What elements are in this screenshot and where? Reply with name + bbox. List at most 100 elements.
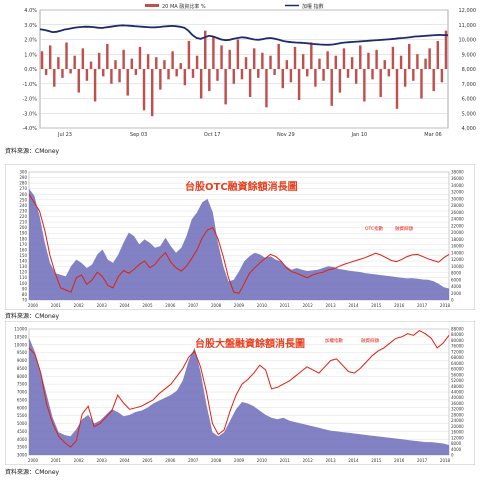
- c2-x-tick: 2012: [303, 303, 314, 308]
- chart1-bar: [436, 40, 440, 69]
- c2-x-tick: 2016: [394, 303, 405, 308]
- chart1-y-right-tick: 7,000: [462, 82, 476, 88]
- c3-y-left-tick: 8500: [17, 366, 28, 371]
- c3-x-tick: 2003: [97, 458, 108, 463]
- chart1-bar: [150, 69, 154, 117]
- c2-y-right-tick: 12000: [451, 257, 464, 262]
- chart1-y-right-tick: 9,000: [462, 52, 476, 58]
- chart1-y-right-tick: 8,000: [462, 67, 476, 73]
- c3-y-right-tick: 76000: [451, 344, 464, 349]
- chart2-legend-a: OTC指數: [365, 225, 384, 232]
- chart3-index-line: [28, 330, 450, 448]
- c2-y-left-tick: 170: [19, 242, 27, 247]
- chart1-bar: [224, 69, 227, 105]
- c3-y-right-tick: 68000: [451, 355, 464, 360]
- chart1-x-tick: Nov 29: [277, 132, 295, 138]
- chart1-bar: [89, 61, 93, 69]
- c2-y-right-tick: 0: [451, 298, 454, 303]
- chart1-y-left-tick: 4.0%: [24, 8, 37, 14]
- c3-y-right-tick: 48000: [451, 384, 464, 389]
- chart1-bar: [40, 51, 44, 69]
- c2-y-left-tick: 220: [19, 214, 27, 219]
- chart1-bar: [199, 69, 203, 99]
- c2-y-right-tick: 36000: [451, 176, 464, 181]
- c3-x-tick: 2015: [371, 458, 382, 463]
- c2-y-left-tick: 130: [19, 264, 27, 269]
- chart1-bar: [322, 69, 325, 81]
- chart1-y-left-tick: 1.0%: [24, 52, 37, 58]
- chart1-bar: [155, 57, 158, 69]
- chart1-x-tick: Sep 03: [130, 132, 147, 138]
- c2-x-tick: 2011: [280, 303, 291, 308]
- c3-y-left-tick: 10000: [14, 342, 27, 347]
- chart2-legend: OTC指數 融資餘額: [365, 225, 413, 232]
- c3-y-left-tick: 4500: [17, 429, 28, 434]
- c2-y-left-tick: 80: [22, 292, 28, 297]
- chart1-bar: [350, 57, 354, 69]
- c3-y-right-tick: 0: [451, 453, 454, 458]
- chart1-bar: [248, 69, 252, 98]
- chart1-bar: [81, 48, 85, 69]
- c3-y-left-tick: 5000: [17, 421, 28, 426]
- c3-x-tick: 2002: [74, 458, 85, 463]
- c2-y-right-tick: 26000: [451, 210, 464, 215]
- chart1-bar: [77, 69, 80, 93]
- chart2-legend-b: 融資餘額: [395, 225, 413, 232]
- c3-y-left-tick: 7000: [17, 390, 28, 395]
- chart3-legend-b: 融資餘額: [361, 337, 379, 344]
- chart1-bar: [244, 57, 248, 69]
- c2-x-tick: 2003: [97, 303, 108, 308]
- chart1-bar: [97, 52, 101, 69]
- chart1-bar: [208, 69, 211, 92]
- chart1-bar: [261, 52, 264, 69]
- chart1-bar: [395, 69, 399, 109]
- chart1-bar: [297, 69, 301, 100]
- c3-y-right-tick: 88000: [451, 327, 464, 332]
- chart1-bar: [289, 69, 293, 83]
- chart1-bar: [252, 48, 256, 69]
- chart1-bar: [232, 69, 236, 84]
- chart1-bar: [183, 69, 187, 86]
- chart1-bar: [444, 30, 448, 69]
- chart1-bar: [342, 48, 346, 69]
- chart1-bar: [195, 55, 199, 69]
- c2-y-left-tick: 90: [22, 286, 28, 291]
- chart-taiex-margin: 台股大盤融資餘額消長圖 加權指數 融資餘額 11000 10500 10000 950…: [5, 321, 475, 465]
- c2-y-right-tick: 20000: [451, 230, 464, 235]
- chart1-bar: [277, 43, 280, 69]
- c2-x-tick: 2014: [348, 303, 359, 308]
- chart1-bar: [257, 69, 260, 78]
- chart1-bar: [387, 69, 391, 77]
- chart3-legend-a: 加權指數: [325, 337, 343, 344]
- c2-y-right-tick: 24000: [451, 217, 464, 222]
- chart1-bar: [216, 69, 219, 81]
- chart1-y-left-tick: -3.0%: [22, 111, 37, 117]
- c3-y-left-tick: 9500: [17, 350, 28, 355]
- chart1-bar: [114, 60, 117, 69]
- chart1-bar: [171, 51, 174, 69]
- c2-y-left-tick: 140: [19, 259, 27, 264]
- chart1-bar: [318, 58, 321, 69]
- chart1-y-left-tick: -2.0%: [22, 97, 37, 103]
- chart2-index-line: [28, 194, 450, 294]
- chart1-y-right-tick: 12,000: [459, 8, 477, 14]
- chart1-y-right-tick: 10,000: [459, 38, 477, 44]
- chart3-title: 台股大盤融資餘額消長圖: [195, 337, 305, 350]
- c2-y-left-tick: 100: [19, 281, 27, 286]
- c3-x-tick: 2001: [51, 458, 62, 463]
- chart1-bar: [412, 69, 415, 81]
- c3-y-left-tick: 6000: [17, 405, 28, 410]
- chart1-bar: [240, 69, 244, 80]
- chart1-bar: [57, 57, 60, 69]
- chart1-bar: [220, 45, 223, 69]
- c2-x-tick: 2010: [257, 303, 268, 308]
- c3-x-tick: 2010: [257, 458, 268, 463]
- chart1-bar: [391, 46, 395, 69]
- chart1-bar: [269, 55, 272, 69]
- chart1-bar: [371, 69, 374, 80]
- chart1-bar: [134, 69, 138, 75]
- chart1-bar: [293, 46, 297, 69]
- c2-x-tick: 2017: [417, 303, 428, 308]
- chart1-bar: [69, 69, 72, 74]
- chart1-bar: [306, 69, 309, 77]
